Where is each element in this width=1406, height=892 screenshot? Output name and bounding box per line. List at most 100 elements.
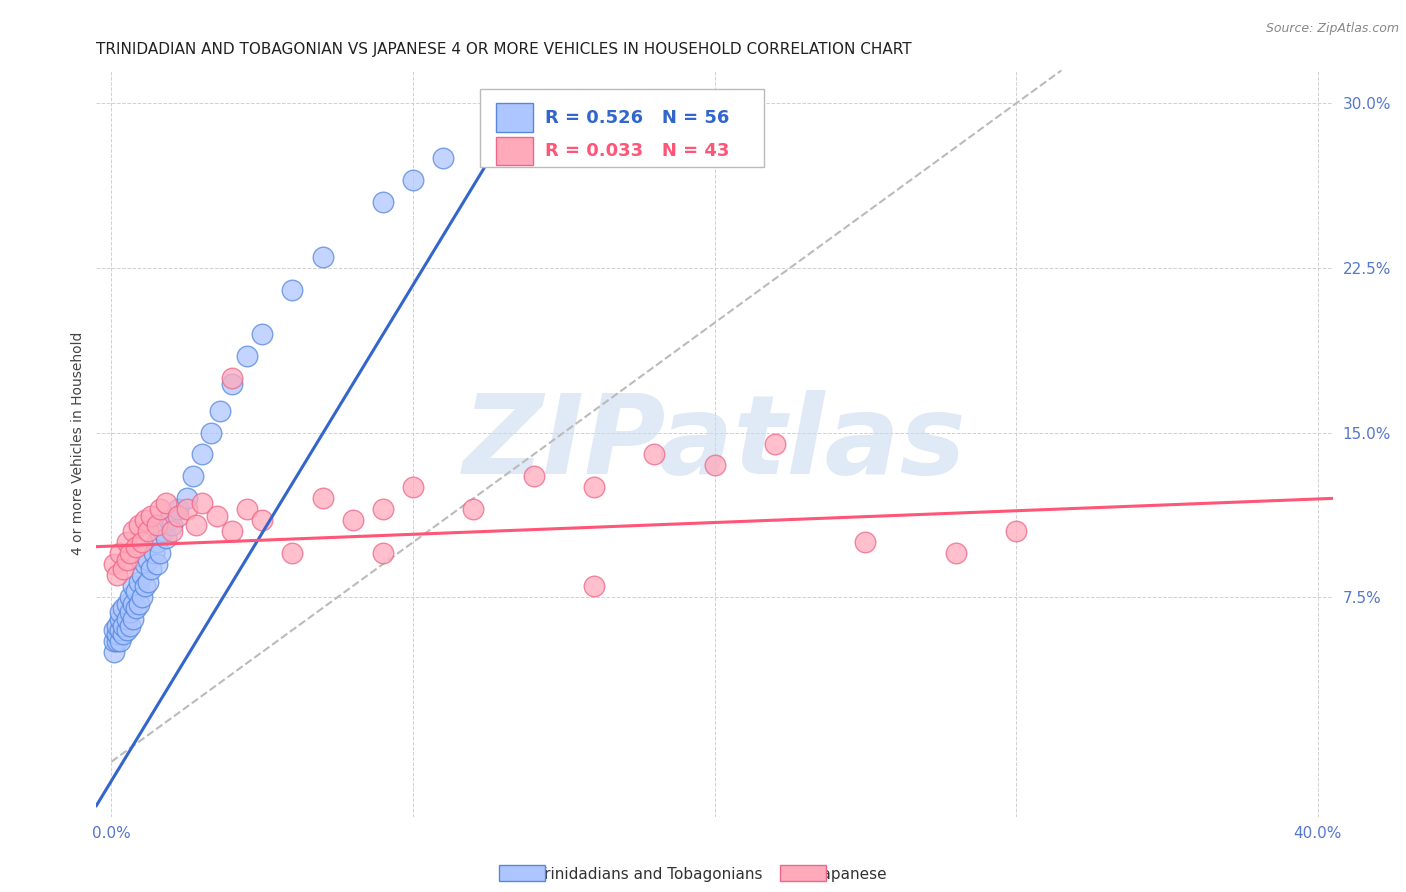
Point (107, 634, 129, 648)
Point (136, 574, 159, 589)
Point (311, 250, 333, 264)
Point (107, 618, 129, 632)
Point (145, 517, 167, 532)
FancyBboxPatch shape (479, 89, 763, 168)
Point (492, 129, 515, 144)
Text: Japanese: Japanese (818, 867, 889, 881)
Point (124, 583, 146, 598)
Point (853, 535, 876, 549)
Point (236, 349, 259, 363)
Point (643, 448, 665, 462)
Point (110, 612, 132, 626)
Point (432, 151, 454, 165)
Point (115, 535, 138, 549)
Text: R = 0.526   N = 56: R = 0.526 N = 56 (546, 109, 730, 127)
Point (221, 524, 243, 539)
FancyBboxPatch shape (496, 136, 533, 165)
Point (124, 601, 146, 615)
Point (191, 448, 214, 462)
Point (121, 524, 143, 539)
Point (371, 195, 394, 210)
Point (166, 508, 188, 523)
Point (131, 568, 153, 582)
Point (115, 623, 138, 637)
Point (107, 627, 129, 641)
Point (115, 612, 138, 626)
Point (157, 513, 180, 527)
Point (200, 425, 222, 440)
Text: Source: ZipAtlas.com: Source: ZipAtlas.com (1265, 22, 1399, 36)
Point (160, 524, 183, 539)
Point (131, 590, 153, 604)
Point (371, 502, 394, 516)
Point (103, 634, 125, 648)
Point (281, 546, 304, 560)
Point (128, 597, 150, 611)
Point (191, 496, 214, 510)
Point (139, 508, 162, 523)
Point (121, 612, 143, 626)
Point (250, 326, 273, 341)
Point (103, 623, 125, 637)
Point (145, 558, 167, 572)
Point (118, 606, 141, 620)
Point (402, 173, 425, 187)
Point (166, 502, 188, 516)
Point (115, 597, 138, 611)
Point (208, 403, 231, 417)
Point (134, 558, 156, 572)
Point (1005, 524, 1028, 539)
Point (128, 517, 150, 532)
Point (311, 491, 333, 506)
Point (118, 590, 141, 604)
Point (523, 469, 546, 483)
Point (110, 623, 132, 637)
Point (121, 597, 143, 611)
Point (250, 513, 273, 527)
Point (112, 561, 135, 575)
Point (112, 601, 135, 615)
Point (142, 546, 165, 560)
Point (176, 491, 198, 506)
Point (582, 480, 605, 494)
Point (136, 553, 159, 567)
Point (281, 283, 304, 297)
Point (155, 496, 177, 510)
Point (342, 513, 364, 527)
Point (145, 535, 167, 549)
Point (160, 517, 183, 532)
Text: R = 0.033   N = 43: R = 0.033 N = 43 (546, 142, 730, 160)
Text: ZIPatlas: ZIPatlas (463, 390, 966, 497)
Point (112, 627, 135, 641)
Point (121, 579, 143, 593)
Text: TRINIDADIAN AND TOBAGONIAN VS JAPANESE 4 OR MORE VEHICLES IN HOUSEHOLD CORRELATI: TRINIDADIAN AND TOBAGONIAN VS JAPANESE 4… (97, 42, 912, 57)
Point (124, 540, 146, 554)
Point (945, 546, 967, 560)
Point (139, 561, 162, 575)
Point (176, 502, 198, 516)
Point (110, 606, 132, 620)
Point (134, 513, 156, 527)
Point (103, 645, 125, 659)
Point (118, 546, 141, 560)
Point (184, 517, 207, 532)
Point (152, 524, 174, 539)
FancyBboxPatch shape (496, 103, 533, 132)
Point (703, 458, 725, 473)
Point (149, 546, 172, 560)
Point (236, 502, 259, 516)
Point (128, 574, 150, 589)
Point (371, 546, 394, 560)
Point (131, 535, 153, 549)
Y-axis label: 4 or more Vehicles in Household: 4 or more Vehicles in Household (72, 332, 86, 555)
Point (181, 469, 204, 483)
Point (115, 553, 138, 567)
Point (110, 546, 132, 560)
Point (103, 558, 125, 572)
Point (136, 524, 159, 539)
Point (110, 634, 132, 648)
Point (155, 531, 177, 545)
Point (134, 579, 156, 593)
Point (112, 618, 135, 632)
Point (402, 480, 425, 494)
